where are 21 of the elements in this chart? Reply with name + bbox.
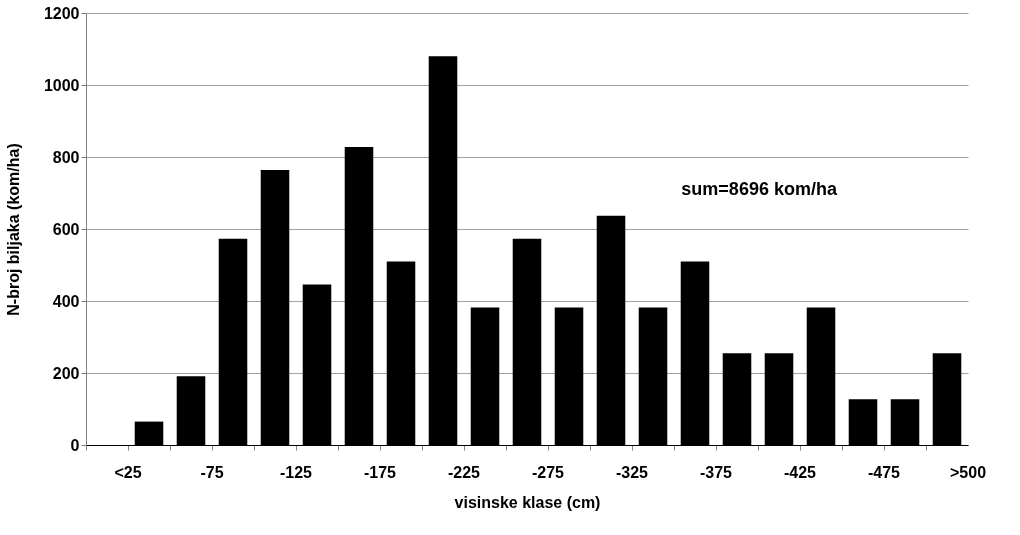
y-tick-label: 400	[52, 292, 80, 310]
y-tick-label: 1000	[43, 76, 80, 94]
x-tick-label: -225	[447, 463, 481, 481]
x-tick-label: -275	[531, 463, 565, 481]
x-tick-label: <25	[114, 463, 142, 481]
x-tick-label: -425	[783, 463, 817, 481]
x-tick-label: -125	[279, 463, 313, 481]
x-tick-label: -175	[363, 463, 397, 481]
x-tick-label: -475	[867, 463, 901, 481]
x-tick-label: -325	[615, 463, 649, 481]
annotation: sum=8696 kom/ha	[681, 179, 838, 200]
y-tick-label: 600	[52, 220, 80, 238]
y-tick-label: 800	[52, 148, 80, 166]
x-tick-label: -75	[200, 463, 224, 481]
x-tick-label: >500	[949, 463, 987, 481]
y-axis-title: N-broj biljaka (kom/ha)	[4, 143, 22, 316]
y-tick-label: 1200	[43, 4, 80, 22]
x-axis-title: visinske klase (cm)	[454, 493, 601, 511]
x-tick-label: -375	[699, 463, 733, 481]
y-tick-label: 200	[52, 364, 80, 382]
y-tick-label: 0	[70, 436, 80, 454]
